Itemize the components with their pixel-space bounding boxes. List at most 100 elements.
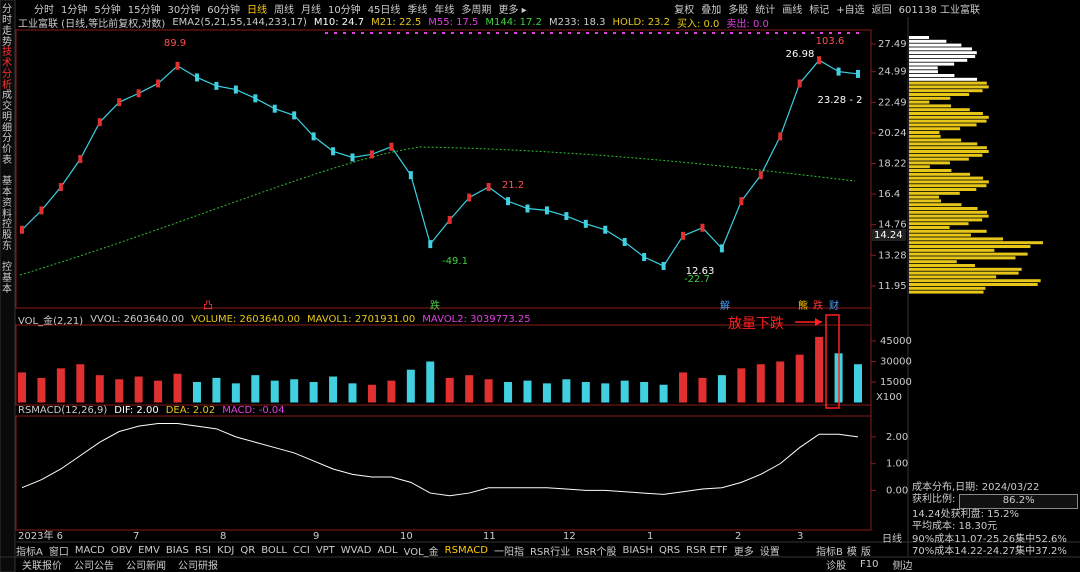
bottom-right-link[interactable]: 诊股 bbox=[826, 561, 846, 572]
price-annotation: 26.98 bbox=[786, 49, 815, 60]
timeframe-tab[interactable]: 1分钟 bbox=[61, 5, 88, 16]
indicator-tab[interactable]: WVAD bbox=[340, 544, 372, 556]
indicator-tab[interactable]: EMV bbox=[138, 544, 160, 556]
bottom-right-link[interactable]: 侧边 bbox=[892, 561, 913, 572]
chip-bar bbox=[909, 256, 1016, 260]
top-marker bbox=[361, 32, 364, 34]
top-marker bbox=[676, 32, 679, 34]
toolbar-button[interactable]: 601138 工业富联 bbox=[898, 5, 980, 16]
left-tab[interactable]: 分时走势 bbox=[2, 4, 12, 48]
indicator-tab[interactable]: RSR行业 bbox=[529, 546, 571, 558]
candle bbox=[778, 132, 783, 141]
timeframe-tab[interactable]: 60分钟 bbox=[207, 5, 240, 16]
timeframe-tab[interactable]: 年线 bbox=[434, 5, 455, 16]
indicator-tab[interactable]: QRS bbox=[658, 544, 681, 556]
chip-bar bbox=[909, 260, 957, 264]
toolbar-button[interactable]: 标记 bbox=[809, 5, 830, 16]
indicator-tab[interactable]: VPT bbox=[315, 544, 335, 556]
candle bbox=[700, 223, 705, 232]
timeframe-tab[interactable]: 分时 bbox=[34, 5, 54, 16]
indicator-tab[interactable]: 指标A bbox=[16, 546, 43, 558]
indicator-right-tab[interactable]: 版 bbox=[860, 546, 871, 558]
bottom-link[interactable]: 公司新闻 bbox=[126, 561, 166, 572]
top-marker bbox=[352, 32, 355, 34]
timeframe-tab[interactable]: 5分钟 bbox=[94, 5, 121, 16]
indicator-tab[interactable]: ADL bbox=[377, 544, 398, 556]
indicator-right-tab[interactable]: 模 bbox=[846, 546, 857, 558]
toolbar-button[interactable]: 叠加 bbox=[701, 5, 722, 16]
timeframe-tab[interactable]: 更多 ▸ bbox=[498, 5, 527, 16]
indicator-tab[interactable]: RSMACD bbox=[444, 544, 488, 556]
left-tab[interactable]: 分价表 bbox=[2, 133, 12, 166]
top-marker bbox=[595, 32, 598, 34]
chip-bar bbox=[909, 58, 968, 62]
timeframe-tab[interactable]: 45日线 bbox=[367, 5, 401, 16]
time-label: 11 bbox=[483, 531, 496, 542]
indicator-tab[interactable]: OBV bbox=[110, 544, 133, 556]
indicator-tab[interactable]: RSR ETF bbox=[686, 544, 728, 556]
candle bbox=[467, 193, 472, 202]
volume-bar bbox=[815, 336, 824, 403]
bottom-link[interactable]: 关联报价 bbox=[22, 561, 62, 572]
chip-bar bbox=[909, 153, 983, 157]
toolbar-button[interactable]: +自选 bbox=[836, 5, 865, 16]
volume-bar bbox=[115, 379, 124, 403]
period-label: 日线 bbox=[882, 533, 902, 545]
indicator-tab[interactable]: BIASH bbox=[622, 544, 653, 556]
volume-bar bbox=[231, 383, 240, 403]
left-tab[interactable]: 控股东 bbox=[2, 219, 12, 252]
timeframe-tab[interactable]: 季线 bbox=[407, 5, 428, 16]
timeframe-tab[interactable]: 15分钟 bbox=[127, 5, 161, 16]
indicator-tab[interactable]: BOLL bbox=[261, 544, 287, 556]
toolbar-button[interactable]: 画线 bbox=[782, 5, 803, 16]
timeframe-tab[interactable]: 10分钟 bbox=[327, 5, 361, 16]
top-marker bbox=[748, 32, 751, 34]
left-tab[interactable]: 成交明细 bbox=[2, 90, 12, 134]
bottom-link[interactable]: 公司公告 bbox=[74, 561, 114, 572]
macd-stat: DIF: 2.00 bbox=[114, 404, 159, 416]
indicator-tab[interactable]: MACD bbox=[74, 544, 105, 556]
indicator-tab[interactable]: 设置 bbox=[759, 546, 780, 558]
indicator-tab[interactable]: 一阳指 bbox=[493, 546, 524, 558]
signal: 财 bbox=[829, 299, 839, 312]
profit-label: 获利比例: bbox=[912, 494, 956, 506]
timeframe-tab[interactable]: 多周期 bbox=[461, 5, 492, 16]
bottom-right-link[interactable]: F10 bbox=[860, 559, 879, 570]
timeframe-tab[interactable]: 月线 bbox=[300, 5, 321, 16]
left-tab[interactable]: 技术分析 bbox=[2, 47, 12, 91]
left-tab[interactable]: 基本资料 bbox=[2, 176, 12, 220]
indicator-tab[interactable]: 更多 bbox=[733, 546, 754, 558]
chip-bar bbox=[909, 203, 962, 207]
indicator-tab[interactable]: 窗口 bbox=[48, 546, 69, 558]
top-marker bbox=[532, 32, 535, 34]
timeframe-tab[interactable]: 30分钟 bbox=[167, 5, 201, 16]
indicator-tab[interactable]: CCI bbox=[292, 544, 310, 556]
indicator-tab[interactable]: BIAS bbox=[165, 544, 189, 556]
indicator-tab[interactable]: VOL_金 bbox=[403, 546, 439, 558]
indicator-right-tab[interactable]: 指标B bbox=[816, 546, 843, 558]
volume-bar bbox=[854, 364, 862, 403]
volume-stat: MAVOL2: 3039773.25 bbox=[422, 313, 531, 325]
indicator-tab[interactable]: RSR个股 bbox=[576, 546, 617, 558]
toolbar-button[interactable]: 统计 bbox=[755, 5, 776, 16]
timeframe-tab[interactable]: 日线 bbox=[246, 5, 267, 16]
toolbar-button[interactable]: 复权 bbox=[674, 5, 695, 16]
volume-bar bbox=[640, 381, 649, 403]
chip-bar bbox=[909, 199, 942, 203]
indicator-tab[interactable]: QR bbox=[240, 544, 256, 556]
indicator-tab[interactable]: RSI bbox=[194, 544, 212, 556]
top-marker bbox=[757, 32, 760, 34]
volume-bar bbox=[465, 375, 474, 403]
time-label: 1 bbox=[647, 531, 653, 542]
left-tab[interactable]: 控基本 bbox=[2, 262, 12, 295]
bottom-link[interactable]: 公司研报 bbox=[178, 561, 218, 572]
indicator-tab[interactable]: KDJ bbox=[217, 544, 235, 556]
top-marker bbox=[325, 32, 328, 34]
timeframe-bar: 分时 1分钟 5分钟 15分钟 30分钟 60分钟 日线 周线 月线 10分钟 45日线 季线 年线 多周… bbox=[34, 0, 527, 17]
toolbar-button[interactable]: 多股 bbox=[728, 5, 749, 16]
toolbar-button[interactable]: 返回 bbox=[871, 5, 892, 16]
timeframe-tab[interactable]: 周线 bbox=[273, 5, 294, 16]
top-marker bbox=[622, 32, 625, 34]
volume-bar bbox=[251, 375, 260, 403]
volume-stat: VVOL: 2603640.00 bbox=[90, 313, 185, 325]
